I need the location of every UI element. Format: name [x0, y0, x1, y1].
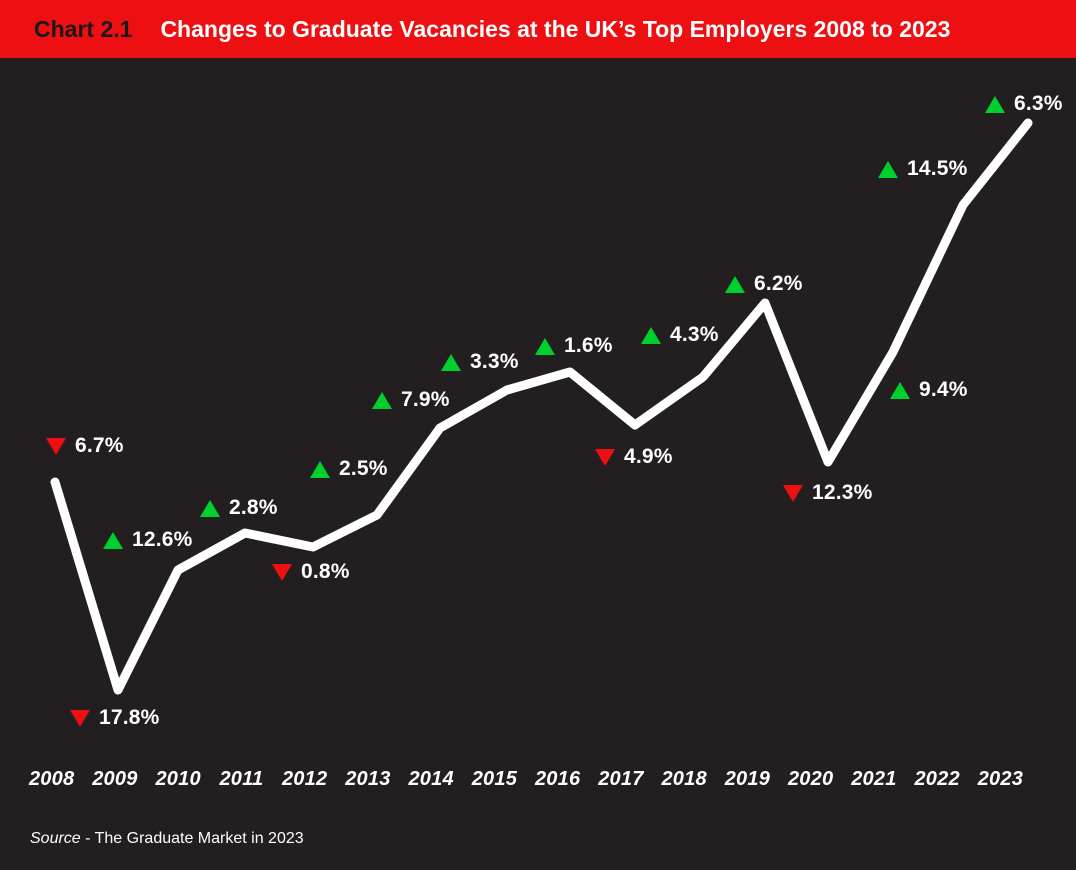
year-label-2014: 2014 [400, 768, 463, 791]
data-label-2021: 9.4% [890, 378, 968, 402]
data-label-value: 3.3% [470, 350, 519, 374]
data-label-value: 1.6% [564, 334, 613, 358]
down-triangle-icon [272, 564, 292, 581]
data-label-value: 4.9% [624, 445, 673, 469]
data-label-2017: 4.9% [595, 445, 673, 469]
year-label-2008: 2008 [20, 768, 83, 791]
data-label-2008: 6.7% [46, 434, 124, 458]
data-label-2011: 2.8% [200, 496, 278, 520]
data-label-2009: 17.8% [70, 706, 160, 730]
data-label-value: 9.4% [919, 378, 968, 402]
data-label-value: 2.8% [229, 496, 278, 520]
data-label-value: 4.3% [670, 323, 719, 347]
data-label-value: 6.3% [1014, 92, 1063, 116]
up-triangle-icon [641, 327, 661, 344]
year-label-2016: 2016 [526, 768, 589, 791]
up-triangle-icon [985, 96, 1005, 113]
chart-number: Chart 2.1 [34, 16, 132, 43]
up-triangle-icon [200, 500, 220, 517]
data-label-2015: 3.3% [441, 350, 519, 374]
data-label-value: 0.8% [301, 560, 350, 584]
down-triangle-icon [70, 710, 90, 727]
line-series [55, 123, 1028, 690]
data-label-2014: 7.9% [372, 388, 450, 412]
data-label-value: 14.5% [907, 157, 968, 181]
source-note: Source - The Graduate Market in 2023 [30, 830, 304, 848]
data-label-value: 17.8% [99, 706, 160, 730]
up-triangle-icon [441, 354, 461, 371]
year-label-2018: 2018 [653, 768, 716, 791]
source-text: - The Graduate Market in 2023 [81, 830, 304, 847]
year-label-2021: 2021 [842, 768, 905, 791]
data-label-2016: 1.6% [535, 334, 613, 358]
up-triangle-icon [725, 276, 745, 293]
year-label-2011: 2011 [210, 768, 273, 791]
up-triangle-icon [535, 338, 555, 355]
x-axis-years: 2008200920102011201220132014201520162017… [20, 768, 1032, 791]
data-label-2023: 6.3% [985, 92, 1063, 116]
data-label-value: 2.5% [339, 457, 388, 481]
data-label-value: 12.6% [132, 528, 193, 552]
data-label-2019: 6.2% [725, 272, 803, 296]
data-label-value: 12.3% [812, 481, 873, 505]
up-triangle-icon [310, 461, 330, 478]
year-label-2010: 2010 [147, 768, 210, 791]
down-triangle-icon [783, 485, 803, 502]
data-label-2012: 0.8% [272, 560, 350, 584]
data-label-2020: 12.3% [783, 481, 873, 505]
year-label-2013: 2013 [336, 768, 399, 791]
data-label-2013: 2.5% [310, 457, 388, 481]
year-label-2017: 2017 [589, 768, 652, 791]
year-label-2019: 2019 [716, 768, 779, 791]
year-label-2015: 2015 [463, 768, 526, 791]
chart-title: Changes to Graduate Vacancies at the UK’… [160, 16, 950, 43]
data-label-value: 6.2% [754, 272, 803, 296]
down-triangle-icon [595, 449, 615, 466]
up-triangle-icon [372, 392, 392, 409]
data-label-2010: 12.6% [103, 528, 193, 552]
up-triangle-icon [103, 532, 123, 549]
data-label-value: 7.9% [401, 388, 450, 412]
data-label-2022: 14.5% [878, 157, 968, 181]
graduate-vacancies-chart: Chart 2.1 Changes to Graduate Vacancies … [0, 0, 1076, 870]
year-label-2012: 2012 [273, 768, 336, 791]
year-label-2023: 2023 [969, 768, 1032, 791]
up-triangle-icon [890, 382, 910, 399]
data-label-2018: 4.3% [641, 323, 719, 347]
year-label-2020: 2020 [779, 768, 842, 791]
year-label-2022: 2022 [906, 768, 969, 791]
plot-area: 6.7% 17.8% 12.6% 2.8% 0.8% 2.5% 7.9% 3.3% 1.6% 4.… [0, 58, 1076, 870]
source-label: Source [30, 830, 81, 847]
year-label-2009: 2009 [83, 768, 146, 791]
data-label-value: 6.7% [75, 434, 124, 458]
chart-header: Chart 2.1 Changes to Graduate Vacancies … [0, 0, 1076, 58]
up-triangle-icon [878, 161, 898, 178]
down-triangle-icon [46, 438, 66, 455]
